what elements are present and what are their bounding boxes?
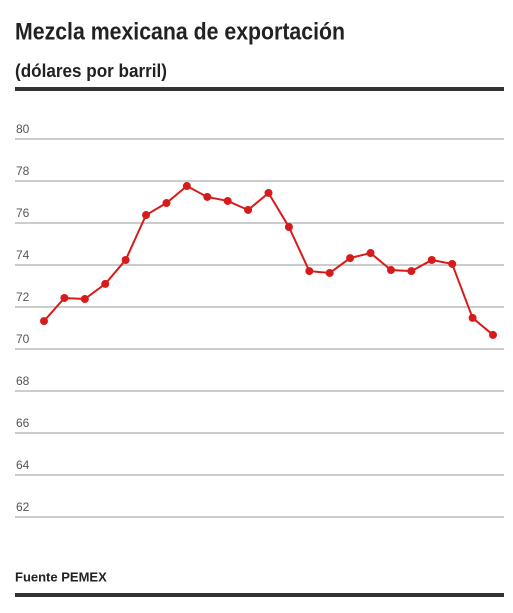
y-tick-label: 68 xyxy=(16,374,30,388)
data-point xyxy=(407,267,416,276)
data-point xyxy=(101,279,110,288)
data-point xyxy=(325,268,334,277)
source: Fuente PEMEX xyxy=(15,569,107,584)
data-point xyxy=(386,266,395,275)
data-point xyxy=(182,182,191,191)
y-tick-label: 66 xyxy=(16,416,30,430)
header-rule xyxy=(15,87,504,91)
y-tick-label: 72 xyxy=(16,290,30,304)
data-point xyxy=(448,259,457,268)
data-point xyxy=(427,255,436,264)
y-tick-label: 78 xyxy=(16,164,30,178)
data-point xyxy=(162,199,171,208)
data-point xyxy=(40,317,48,326)
data-point xyxy=(244,205,253,214)
series-line xyxy=(43,184,494,336)
data-point xyxy=(80,295,89,304)
footer-rule xyxy=(15,593,504,597)
data-point xyxy=(60,293,69,302)
data-point xyxy=(142,211,151,220)
y-tick-label: 62 xyxy=(16,500,30,514)
chart-title: Mezcla mexicana de exportación xyxy=(15,18,345,45)
data-point xyxy=(223,196,232,205)
data-point xyxy=(346,254,355,263)
data-point xyxy=(468,313,477,322)
y-tick-label: 64 xyxy=(16,458,30,472)
data-point xyxy=(264,188,273,197)
y-tick-label: 74 xyxy=(16,248,30,262)
chart-subtitle: (dólares por barril) xyxy=(15,61,167,81)
data-point xyxy=(305,267,314,276)
data-point xyxy=(284,222,293,231)
y-tick-label: 76 xyxy=(16,206,30,220)
data-point xyxy=(366,249,375,258)
data-point xyxy=(489,330,497,339)
data-point xyxy=(121,255,130,264)
data-point xyxy=(203,192,212,201)
y-tick-label: 80 xyxy=(16,122,30,136)
y-tick-label: 70 xyxy=(16,332,30,346)
